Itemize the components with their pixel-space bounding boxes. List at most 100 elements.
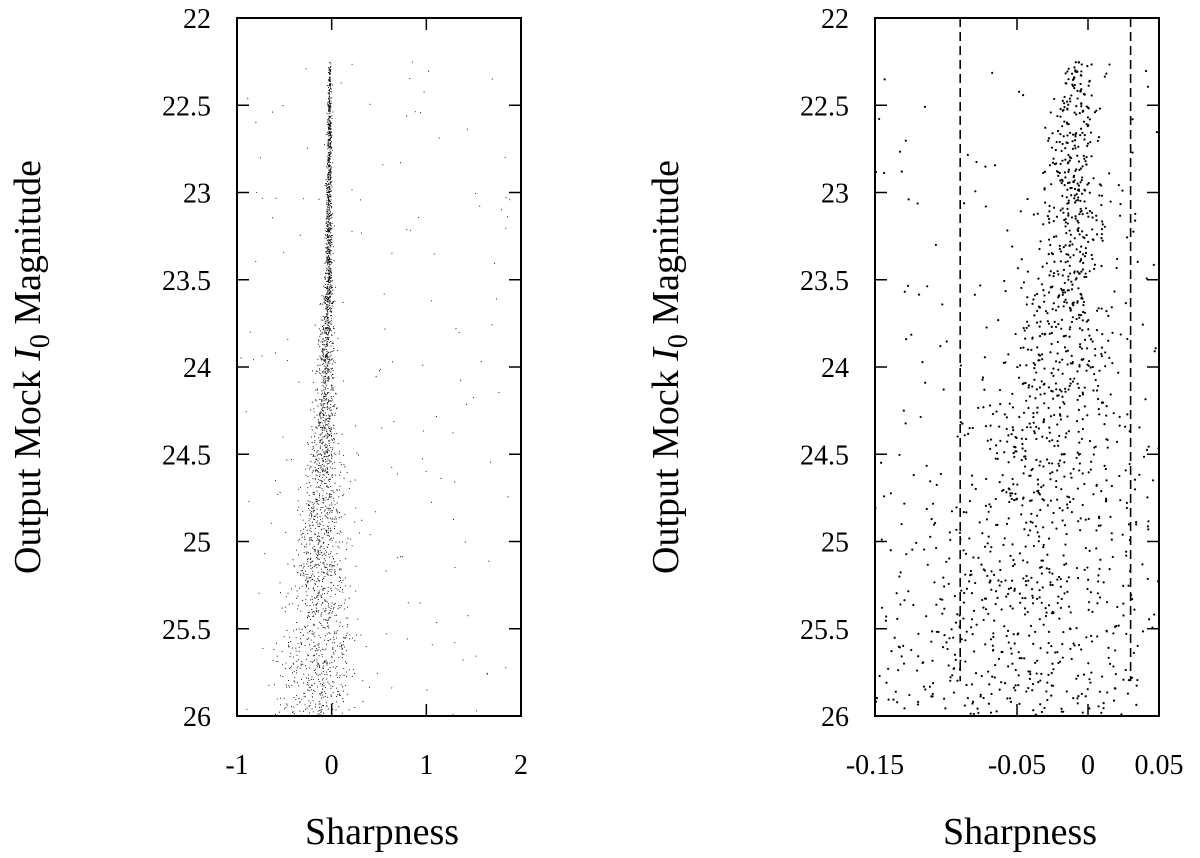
data-point (409, 229, 411, 231)
data-point (974, 487, 977, 491)
data-point (1004, 579, 1007, 582)
data-point (1072, 467, 1075, 471)
data-point (327, 198, 329, 200)
data-point (1041, 332, 1044, 335)
data-point (325, 210, 328, 212)
data-point (326, 564, 328, 566)
data-point (947, 582, 950, 585)
data-point (856, 572, 858, 574)
data-point (322, 579, 324, 581)
data-point (311, 401, 313, 403)
data-point (318, 592, 320, 594)
data-point (338, 517, 340, 519)
data-point (1103, 75, 1106, 78)
data-point (328, 79, 330, 81)
data-point (910, 648, 913, 652)
data-point (322, 501, 324, 504)
data-point (343, 608, 345, 610)
data-point (355, 590, 357, 592)
data-point (1014, 668, 1017, 672)
data-point (281, 650, 283, 653)
data-point (295, 647, 297, 649)
data-point (320, 706, 322, 708)
data-point (326, 705, 328, 707)
data-point (989, 550, 992, 553)
data-point (926, 285, 929, 288)
data-point (329, 264, 331, 266)
data-point (322, 404, 324, 406)
data-point (329, 136, 331, 138)
data-point (330, 82, 332, 84)
data-point (319, 547, 321, 549)
data-point (288, 667, 290, 669)
data-point (333, 491, 335, 493)
data-point (1104, 351, 1107, 354)
data-point (1051, 521, 1054, 524)
data-point (327, 532, 329, 534)
data-point (1057, 462, 1060, 465)
data-point (987, 670, 990, 673)
data-point (277, 493, 279, 496)
data-point (440, 477, 442, 480)
data-point (346, 542, 348, 544)
data-point (327, 338, 329, 340)
data-point (333, 660, 336, 662)
data-point (1104, 497, 1108, 500)
data-point (329, 309, 332, 311)
data-point (317, 579, 319, 581)
data-point (324, 381, 326, 384)
data-point (1042, 418, 1046, 421)
data-point (1059, 162, 1062, 165)
data-point (963, 202, 966, 205)
data-point (327, 401, 329, 403)
data-point (1087, 471, 1090, 474)
data-point (351, 231, 353, 233)
data-point (1080, 692, 1083, 696)
data-point (319, 549, 321, 551)
data-point (1080, 296, 1083, 299)
data-point (325, 450, 327, 452)
data-point (299, 234, 301, 236)
data-point (326, 199, 328, 201)
data-point (1132, 230, 1135, 233)
data-point (300, 642, 303, 644)
data-point (334, 614, 336, 616)
data-point (1041, 358, 1044, 361)
data-point (1095, 214, 1098, 217)
data-point (1106, 446, 1109, 449)
data-point (342, 698, 344, 700)
data-point (308, 690, 310, 692)
y-tick-label: 24.5 (800, 440, 849, 471)
data-point (1112, 412, 1115, 415)
data-point (318, 681, 320, 683)
data-point (335, 453, 337, 455)
data-point (319, 621, 321, 623)
data-point (1063, 387, 1067, 390)
data-point (344, 637, 346, 639)
data-point (298, 381, 300, 383)
data-point (320, 319, 322, 321)
data-point (1075, 566, 1079, 570)
data-point (315, 486, 317, 488)
data-point (297, 540, 299, 542)
data-point (318, 328, 321, 330)
data-point (329, 102, 331, 104)
data-point (1098, 413, 1101, 416)
data-point (1086, 144, 1089, 148)
data-point (286, 630, 288, 632)
data-point (327, 141, 329, 143)
data-point (1048, 221, 1051, 224)
data-point (494, 262, 496, 264)
data-point (330, 384, 333, 386)
data-point (968, 537, 971, 540)
data-point (318, 644, 320, 646)
data-point (317, 550, 319, 552)
data-point (337, 694, 339, 696)
data-point (325, 412, 327, 414)
data-point (325, 395, 327, 398)
data-point (1109, 393, 1112, 396)
data-point (324, 276, 326, 278)
data-point (1076, 199, 1080, 202)
data-point (355, 565, 357, 567)
data-point (1097, 397, 1100, 401)
